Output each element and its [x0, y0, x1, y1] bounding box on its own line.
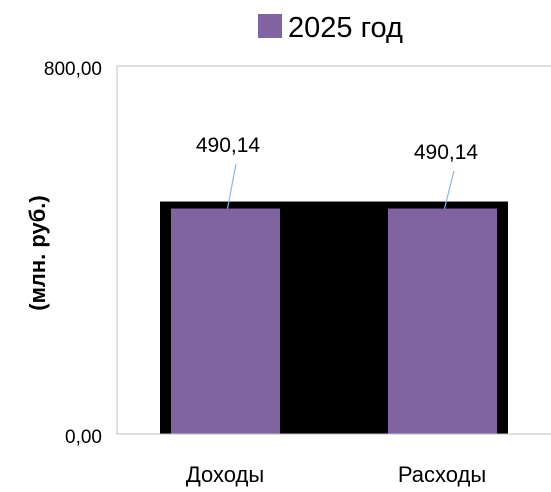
- data-label-2: 490,14: [414, 141, 479, 164]
- legend: 2025 год: [258, 12, 403, 44]
- y-tick-label-max: 800,00: [44, 59, 102, 80]
- category-label-2: Расходы: [398, 462, 486, 487]
- leader-line-1: [226, 163, 237, 209]
- legend-label: 2025 год: [288, 12, 403, 44]
- y-axis-title: (млн. руб.): [25, 195, 50, 311]
- leader-line-2: [443, 170, 455, 209]
- leader-lines-group: [226, 163, 455, 209]
- bars-group: [171, 208, 497, 434]
- legend-swatch: [258, 14, 282, 38]
- category-label-1: Доходы: [186, 462, 264, 487]
- bar-2: [388, 208, 497, 434]
- y-tick-label-min: 0,00: [65, 427, 102, 448]
- data-labels-group: 490,14 490,14: [196, 134, 479, 164]
- category-labels-group: Доходы Расходы: [186, 462, 486, 487]
- data-label-1: 490,14: [196, 134, 261, 157]
- bar-1: [171, 208, 280, 434]
